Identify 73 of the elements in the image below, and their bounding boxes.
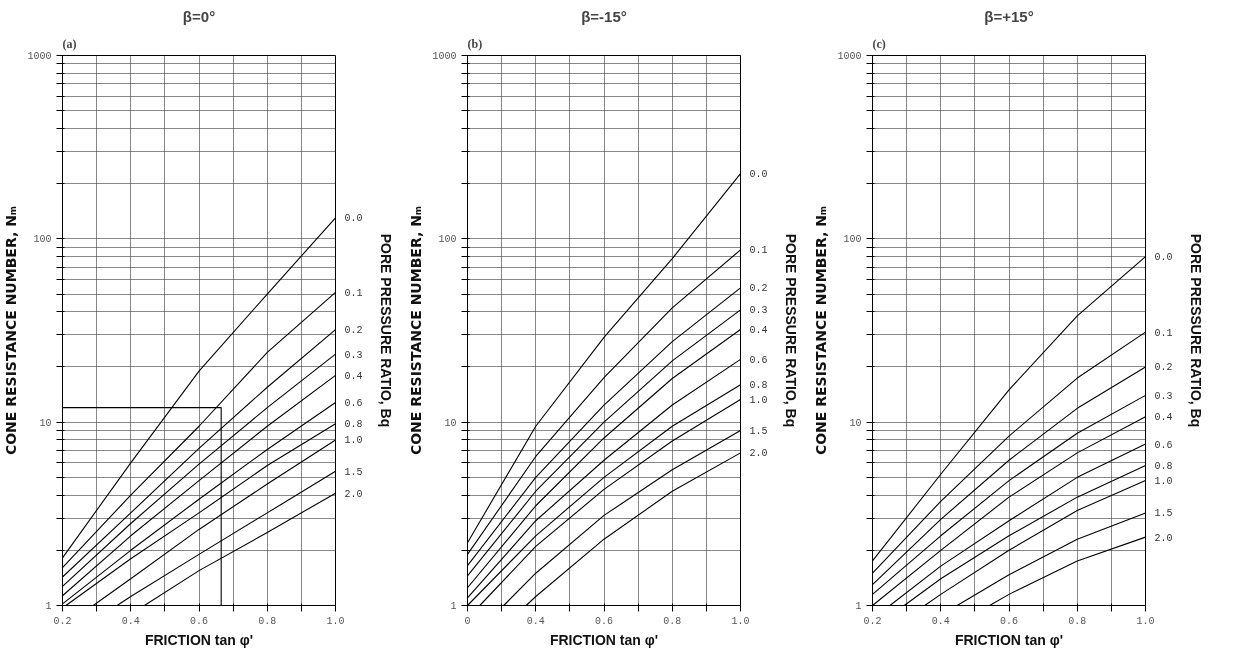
text: (a) bbox=[62, 36, 77, 51]
y-tick-label: 10 bbox=[39, 417, 52, 429]
y-tick-label: 1000 bbox=[27, 51, 52, 62]
series-label: 0.2 bbox=[1154, 362, 1173, 374]
series-label: 0.6 bbox=[749, 354, 768, 366]
x-axis-title: FRICTION tan φ' bbox=[144, 631, 254, 648]
x-tick-label: 0.4 bbox=[526, 615, 545, 627]
y-tick-label: 100 bbox=[33, 234, 52, 246]
x-tick-label: 1.0 bbox=[731, 615, 750, 627]
chart-title: β=-15° bbox=[581, 7, 627, 25]
y-axis-title: CONE RESISTANCE NUMBER, Nₘ bbox=[3, 205, 20, 456]
y-tick-label: 10 bbox=[849, 417, 862, 429]
y-tick-label: 100 bbox=[438, 234, 457, 246]
x-tick-label: 1.0 bbox=[1136, 615, 1155, 627]
x-tick-label: 0.4 bbox=[121, 615, 140, 627]
x-tick-label: 1.0 bbox=[326, 615, 345, 627]
y-tick-label: 1000 bbox=[432, 51, 457, 62]
series-label: 0.4 bbox=[344, 370, 363, 382]
x-tick-label: 0.8 bbox=[663, 615, 682, 627]
series-label: 0.0 bbox=[1154, 252, 1173, 264]
y-tick-label: 1 bbox=[450, 601, 457, 612]
text: (c) bbox=[872, 36, 886, 51]
x-tick-label: 0.2 bbox=[53, 615, 72, 627]
y-tick-label: 10 bbox=[444, 417, 457, 429]
series-label: 0.0 bbox=[749, 169, 768, 181]
line-series bbox=[956, 512, 1146, 606]
x-axis-title: FRICTION tan φ' bbox=[954, 631, 1064, 648]
y-axis-title: CONE RESISTANCE NUMBER, Nₘ bbox=[408, 205, 425, 456]
series-label: 0.8 bbox=[749, 380, 768, 392]
series-label: 0.1 bbox=[344, 287, 363, 299]
x-tick-label: 0.2 bbox=[863, 615, 882, 627]
y2-axis-title: PORE PRESSURE RATIO, Bq bbox=[377, 233, 394, 428]
series-label: 1.0 bbox=[1154, 476, 1173, 488]
series-label: 0.8 bbox=[1154, 461, 1173, 473]
series-label: 0.2 bbox=[344, 325, 363, 337]
series-label: 1.0 bbox=[344, 435, 363, 447]
x-axis-title: FRICTION tan φ' bbox=[549, 631, 659, 648]
series-label: 1.5 bbox=[344, 466, 363, 478]
chart-title: β=0° bbox=[182, 7, 216, 25]
series-label: 0.2 bbox=[749, 283, 768, 295]
series-label: 0.6 bbox=[344, 398, 363, 410]
series-label: 1.5 bbox=[1154, 508, 1173, 520]
series-label: 2.0 bbox=[749, 448, 768, 460]
x-tick-label: 0 bbox=[464, 615, 471, 627]
x-tick-label: 0.4 bbox=[931, 615, 950, 627]
series-label: 1.5 bbox=[749, 426, 768, 438]
x-tick-label: 0.6 bbox=[595, 615, 614, 627]
series-label: 2.0 bbox=[344, 488, 363, 500]
y-tick-label: 1000 bbox=[837, 51, 862, 62]
y2-axis-title: PORE PRESSURE RATIO, Bq bbox=[1187, 233, 1204, 428]
series-label: 0.4 bbox=[1154, 412, 1173, 424]
series-label: 0.4 bbox=[749, 325, 768, 337]
series-label: 1.0 bbox=[749, 394, 768, 406]
y-tick-label: 100 bbox=[843, 234, 862, 246]
text: (b) bbox=[467, 36, 483, 51]
series-label: 0.1 bbox=[749, 245, 768, 257]
series-label: 0.8 bbox=[344, 419, 363, 431]
series-label: 0.3 bbox=[344, 349, 363, 361]
series-label: 0.3 bbox=[1154, 390, 1173, 402]
x-tick-label: 0.6 bbox=[190, 615, 209, 627]
x-tick-label: 0.8 bbox=[258, 615, 277, 627]
y-tick-label: 1 bbox=[855, 601, 862, 612]
series-label: 0.0 bbox=[344, 213, 363, 225]
series-label: 2.0 bbox=[1154, 532, 1173, 544]
series-label: 0.3 bbox=[749, 305, 768, 317]
series-label: 0.1 bbox=[1154, 327, 1173, 339]
series-label: 0.6 bbox=[1154, 439, 1173, 451]
y-axis-title: CONE RESISTANCE NUMBER, Nₘ bbox=[813, 205, 830, 456]
y2-axis-title: PORE PRESSURE RATIO, Bq bbox=[782, 233, 799, 428]
x-tick-label: 0.6 bbox=[1000, 615, 1019, 627]
y-tick-label: 1 bbox=[45, 601, 52, 612]
chart-title: β=+15° bbox=[984, 7, 1034, 25]
x-tick-label: 0.8 bbox=[1068, 615, 1087, 627]
